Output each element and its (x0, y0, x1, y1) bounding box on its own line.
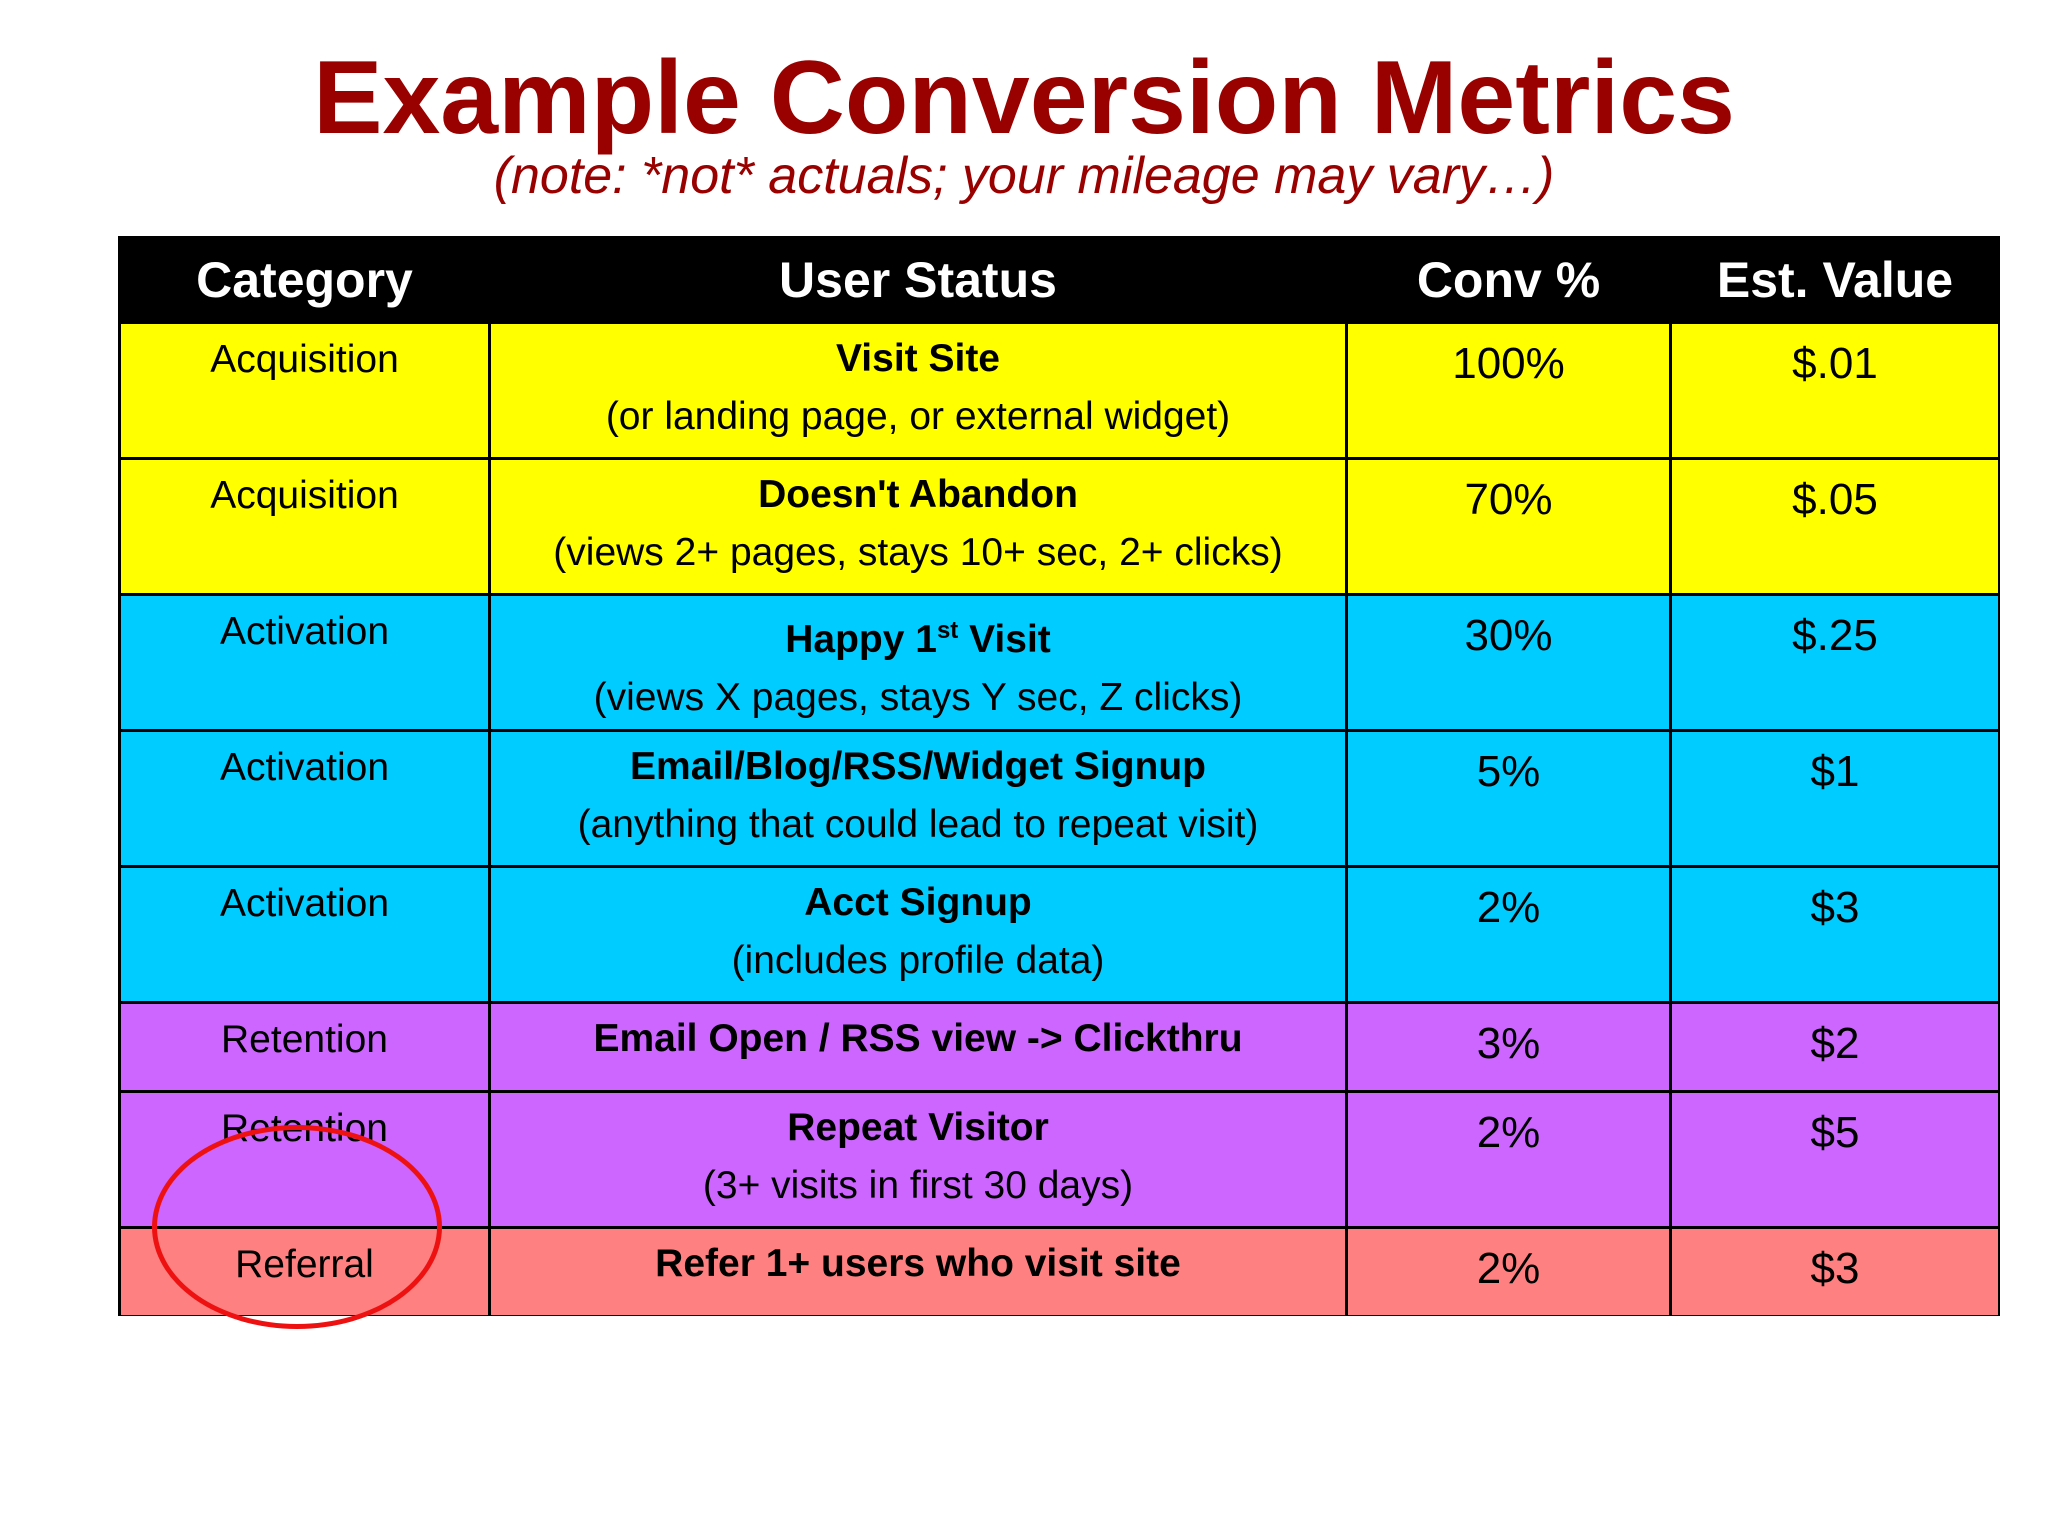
page-subtitle: (note: *not* actuals; your mileage may v… (493, 147, 1555, 205)
conv-percent-cell: 70% (1345, 457, 1672, 596)
category-cell: Retention (118, 1001, 491, 1093)
est-value-cell: $5 (1669, 1090, 2000, 1229)
user-status-cell: Acct Signup (includes profile data) (488, 865, 1348, 1004)
table-row: Acquisition Doesn't Abandon (views 2+ page… (118, 457, 2000, 596)
user-status-detail: (includes profile data) (731, 939, 1105, 982)
table-header-row: Category User Status Conv % Est. Value (118, 236, 2000, 324)
user-status-label: Refer 1+ users who visit site (655, 1242, 1181, 1285)
user-status-cell: Doesn't Abandon (views 2+ pages, stays 10… (488, 457, 1348, 596)
header-conv-percent: Conv % (1345, 236, 1672, 324)
category-cell: Activation (118, 865, 491, 1004)
conv-percent-cell: 2% (1345, 1090, 1672, 1229)
user-status-cell: Happy 1st Visit (views X pages, stays Y s… (488, 593, 1348, 732)
est-value-cell: $.01 (1669, 321, 2000, 460)
user-status-cell: Repeat Visitor (3+ visits in first 30 day… (488, 1090, 1348, 1229)
conv-percent-cell: 3% (1345, 1001, 1672, 1093)
conv-percent-cell: 100% (1345, 321, 1672, 460)
table-row: Acquisition Visit Site (or landing page, o… (118, 321, 2000, 460)
user-status-cell: Email Open / RSS view -> Clickthru (488, 1001, 1348, 1093)
user-status-label-part: Visit (958, 618, 1051, 661)
est-value-cell: $.05 (1669, 457, 2000, 596)
user-status-label: Visit Site (835, 337, 1001, 380)
user-status-cell: Refer 1+ users who visit site (488, 1226, 1348, 1316)
table-row: Activation Email/Blog/RSS/Widget Signup (a… (118, 729, 2000, 868)
est-value-cell: $1 (1669, 729, 2000, 868)
est-value-cell: $.25 (1669, 593, 2000, 732)
user-status-label: Email/Blog/RSS/Widget Signup (630, 745, 1206, 788)
conv-percent-cell: 2% (1345, 865, 1672, 1004)
user-status-label: Repeat Visitor (787, 1106, 1049, 1149)
page-title: Example Conversion Metrics (313, 40, 1735, 156)
user-status-label-part: Happy 1 (785, 618, 937, 661)
header-category: Category (118, 236, 491, 324)
header-user-status: User Status (488, 236, 1348, 324)
user-status-label: Happy 1st Visit (493, 602, 1344, 669)
category-cell: Acquisition (118, 321, 491, 460)
user-status-label: Doesn't Abandon (758, 473, 1078, 516)
highlight-circle (152, 1125, 442, 1329)
user-status-detail: (or landing page, or external widget) (605, 395, 1231, 438)
conv-percent-cell: 30% (1345, 593, 1672, 732)
category-cell: Activation (118, 593, 491, 732)
category-cell: Acquisition (118, 457, 491, 596)
user-status-label: Email Open / RSS view -> Clickthru (593, 1017, 1243, 1060)
table-row: Retention Email Open / RSS view -> Clickt… (118, 1001, 2000, 1093)
user-status-detail: (3+ visits in first 30 days) (702, 1164, 1134, 1207)
user-status-cell: Visit Site (or landing page, or external … (488, 321, 1348, 460)
est-value-cell: $3 (1669, 1226, 2000, 1316)
table-row: Activation Acct Signup (includes profile d… (118, 865, 2000, 1004)
metrics-table-container: Category User Status Conv % Est. Value A… (118, 236, 2000, 1316)
conv-percent-cell: 2% (1345, 1226, 1672, 1316)
user-status-detail: (views X pages, stays Y sec, Z clicks) (593, 676, 1243, 719)
user-status-cell: Email/Blog/RSS/Widget Signup (anything th… (488, 729, 1348, 868)
conv-percent-cell: 5% (1345, 729, 1672, 868)
user-status-detail: (views 2+ pages, stays 10+ sec, 2+ click… (553, 531, 1283, 574)
category-cell: Activation (118, 729, 491, 868)
est-value-cell: $2 (1669, 1001, 2000, 1093)
user-status-detail: (anything that could lead to repeat visi… (577, 803, 1259, 846)
conversion-metrics-table: Category User Status Conv % Est. Value A… (118, 236, 2000, 1316)
ordinal-superscript: st (936, 617, 959, 644)
table-row: Activation Happy 1st Visit (views X pages,… (118, 593, 2000, 732)
est-value-cell: $3 (1669, 865, 2000, 1004)
user-status-label: Acct Signup (804, 881, 1032, 924)
header-est-value: Est. Value (1669, 236, 2000, 324)
